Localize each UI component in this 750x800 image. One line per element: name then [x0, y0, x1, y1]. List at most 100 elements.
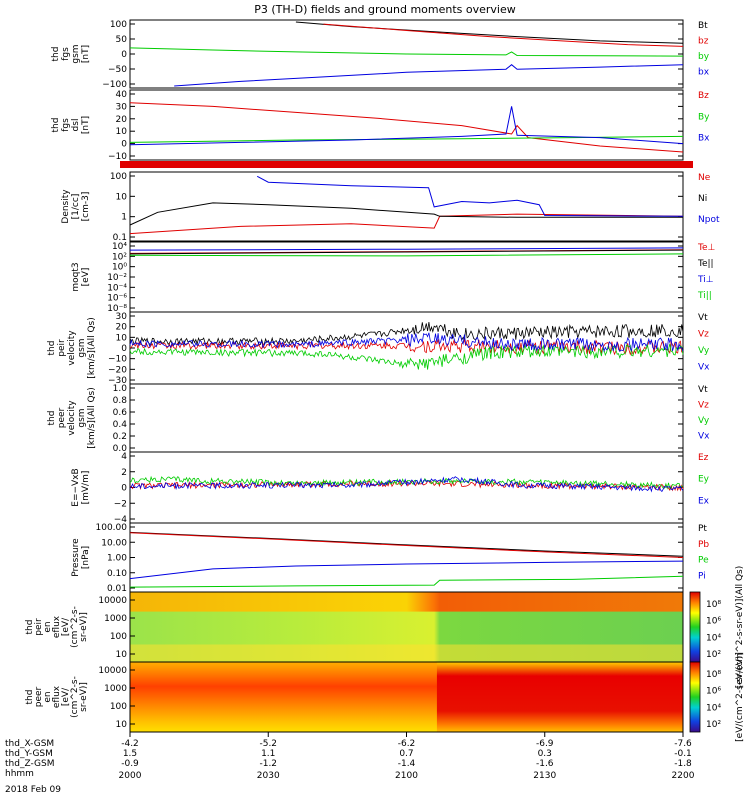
y-tick-label: 100.00 [96, 523, 128, 533]
orbit-row-value: 1.5 [123, 749, 137, 759]
legend-Vt: Vt [698, 313, 708, 323]
y-tick-label: 50 [116, 35, 128, 45]
legend-Vz: Vz [698, 330, 709, 340]
y-tick-label: −30 [108, 376, 127, 386]
legend-by: by [698, 52, 710, 62]
orbit-row-value: 1.1 [261, 749, 275, 759]
panel-peir-velocity: thd peir velocity gsm [km/s](All Qs)3020100−… [47, 311, 710, 386]
y-tick-label: 100 [110, 172, 127, 182]
y-axis-label-line: gsm [77, 408, 87, 427]
y-axis-label-line: fgs [61, 47, 71, 61]
y-axis-label-line: thd [25, 690, 35, 705]
y-tick-label: 100 [110, 702, 127, 712]
y-tick-label: 0 [121, 140, 127, 150]
legend-Vt: Vt [698, 385, 708, 395]
colorbar-tick-label: 10² [706, 720, 721, 730]
figure-title: P3 (TH-D) fields and ground moments over… [254, 3, 516, 16]
legend-Vz: Vz [698, 401, 709, 411]
y-axis-label-line: gsm [77, 338, 87, 357]
series-line-By [129, 135, 684, 143]
series-line-Te|| [129, 249, 684, 255]
series-line-Vy [129, 343, 684, 370]
series-line-bx [174, 64, 684, 87]
legend-Pe: Pe [698, 556, 709, 566]
colorbar-tick-label: 10⁴ [706, 633, 721, 643]
series-line-bz [323, 23, 684, 47]
y-axis-label-line: moqt3 [71, 262, 81, 291]
y-tick-label: −10 [108, 355, 127, 365]
panel-peer-velocity: thd peer velocity gsm [km/s](All Qs) 1.0 0.8 0.… [47, 383, 710, 454]
y-tick-label: 40 [116, 90, 128, 100]
y-tick-label: 10 [116, 127, 128, 137]
y-tick-label: −100 [102, 80, 127, 90]
y-tick-label: 0.0 [113, 444, 128, 454]
series-line-Vx [129, 332, 684, 353]
y-tick-label: 0 [121, 344, 127, 354]
y-axis-label-line: thd [25, 620, 35, 635]
spectrogram-peer-eflux: thd peer en eflux [eV/(cm^2-s-sr-eV)]1000010… [25, 652, 745, 742]
orbit-row-value: -1.6 [536, 759, 554, 769]
y-axis-label-line: (cm^2-s- [70, 676, 80, 718]
y-axis-label-line: [nPa] [81, 546, 91, 569]
y-tick-label: 10000 [98, 666, 127, 676]
y-tick-label: −4 [114, 515, 128, 525]
y-axis-label-line: peir [57, 339, 67, 357]
panel-frame [129, 171, 684, 242]
y-axis-label-line: Density [61, 189, 71, 224]
series-line-Ne [129, 213, 684, 235]
orbit-row-label: thd_Y-GSM [5, 749, 53, 759]
legend-Ez: Ez [698, 453, 709, 463]
legend-Ni: Ni [698, 194, 707, 204]
y-axis-label-line: thd [51, 118, 61, 133]
orbit-row-value: -7.6 [674, 739, 692, 749]
legend-Pb: Pb [698, 540, 709, 550]
y-axis-label-line: en [43, 691, 53, 702]
y-tick-label: 10 [116, 650, 128, 660]
panel-frame [129, 89, 684, 161]
series-line-Vt [129, 322, 684, 346]
y-tick-label: 0.8 [113, 396, 128, 406]
panel-efield: E=−VxB [mV/m] 4 2 0 −2 −4 Ez Ey Ex [71, 451, 710, 525]
y-axis-label-line: (cm^2-s- [70, 606, 80, 648]
y-tick-label: 10⁻⁶ [107, 294, 127, 304]
orbit-row-value: 0.7 [399, 749, 413, 759]
spectrogram-region-late [436, 662, 683, 732]
legend-Te⊥: Te⊥ [697, 243, 716, 253]
y-tick-label: 1 [121, 213, 127, 223]
y-tick-label: 100 [110, 20, 127, 30]
series-line-Pb [129, 532, 684, 558]
spectrogram-band-low [130, 644, 683, 662]
panel-density: Density [1/cc] [cm-3] 100 10 1 0.1 Ne Ni Npot [61, 171, 720, 243]
legend-Ne: Ne [698, 173, 711, 183]
legend-Ti⊥: Ti⊥ [697, 275, 714, 285]
y-tick-label: −2 [114, 499, 127, 509]
time-tick-label: 2100 [395, 771, 418, 781]
legend-Ey: Ey [698, 475, 710, 485]
y-tick-label: 10.00 [101, 538, 127, 548]
y-axis-label-line: eflux [52, 685, 62, 708]
series-line-Ti⊥ [129, 247, 684, 251]
series-line-Bt [295, 21, 684, 44]
y-tick-label: 0.4 [113, 420, 128, 430]
colorbar-label: [eV/(cm^2-s-sr-eV)] [735, 652, 745, 742]
y-tick-label: 10 [116, 720, 128, 730]
y-tick-label: 100 [110, 632, 127, 642]
y-tick-label: 0.01 [107, 584, 127, 594]
time-tick-label: 2000 [119, 771, 142, 781]
orbit-row-value: -1.8 [674, 759, 692, 769]
y-axis-label-line: sr-eV)] [79, 682, 89, 712]
orbit-row-label: thd_Z-GSM [5, 759, 54, 769]
y-tick-label: −20 [108, 365, 127, 375]
y-tick-label: 20 [116, 323, 128, 333]
y-tick-label: 1000 [104, 684, 127, 694]
y-tick-label: 10⁰ [112, 263, 127, 273]
legend-Bz: Bz [698, 91, 709, 101]
y-axis-label-line: peer [57, 407, 67, 428]
y-axis-label-line: [nT] [81, 45, 91, 63]
spectrogram-panels: thd peir en eflux [eV/(cm^2-s-sr-eV)]1000010… [25, 566, 745, 742]
y-tick-label: 2 [121, 468, 127, 478]
colorbar [689, 591, 701, 663]
time-tick-label: 2030 [257, 771, 280, 781]
orbit-row-value: -6.2 [398, 739, 416, 749]
